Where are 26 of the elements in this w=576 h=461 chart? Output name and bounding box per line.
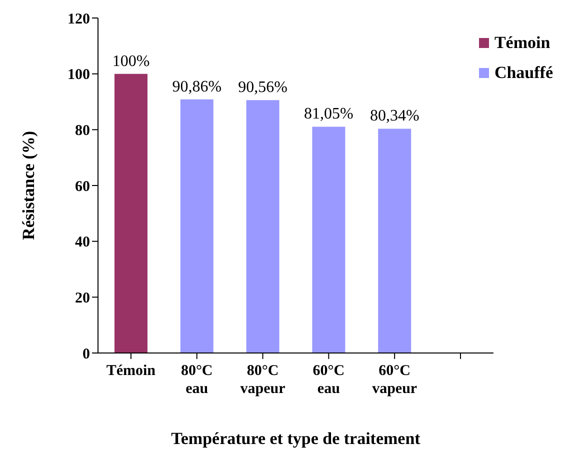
bar bbox=[114, 74, 148, 353]
bar bbox=[180, 99, 214, 353]
x-tick-label: 80°C eau bbox=[180, 363, 213, 397]
bar bbox=[312, 126, 346, 353]
data-label: 100% bbox=[112, 52, 150, 70]
x-axis-title: Température et type de traitement bbox=[171, 429, 421, 448]
y-tick-label: 0 bbox=[82, 346, 90, 362]
data-label: 80,34% bbox=[370, 108, 420, 125]
y-tick-label: 40 bbox=[75, 234, 90, 251]
data-label: 81,05% bbox=[304, 106, 354, 123]
y-tick-label: 100 bbox=[68, 67, 90, 84]
y-tick-label: 80 bbox=[75, 122, 90, 139]
y-tick-label: 20 bbox=[75, 290, 90, 306]
legend-label: Témoin bbox=[494, 32, 550, 54]
y-tick-label: 120 bbox=[68, 11, 90, 28]
data-label: 90,56% bbox=[238, 79, 288, 96]
data-label: 90,86% bbox=[172, 78, 222, 96]
y-axis-title: Résistance (%) bbox=[19, 130, 38, 240]
legend-label: Chauffé bbox=[494, 62, 553, 84]
y-tick-label: 60 bbox=[75, 178, 90, 195]
x-tick-label: 60°C eau bbox=[312, 363, 345, 397]
x-tick-label: 80°C vapeur bbox=[240, 363, 286, 397]
x-tick-label: 60°C vapeur bbox=[372, 363, 418, 397]
x-tick-label: Témoin bbox=[106, 363, 156, 379]
bar bbox=[246, 100, 280, 353]
bar bbox=[378, 128, 412, 353]
